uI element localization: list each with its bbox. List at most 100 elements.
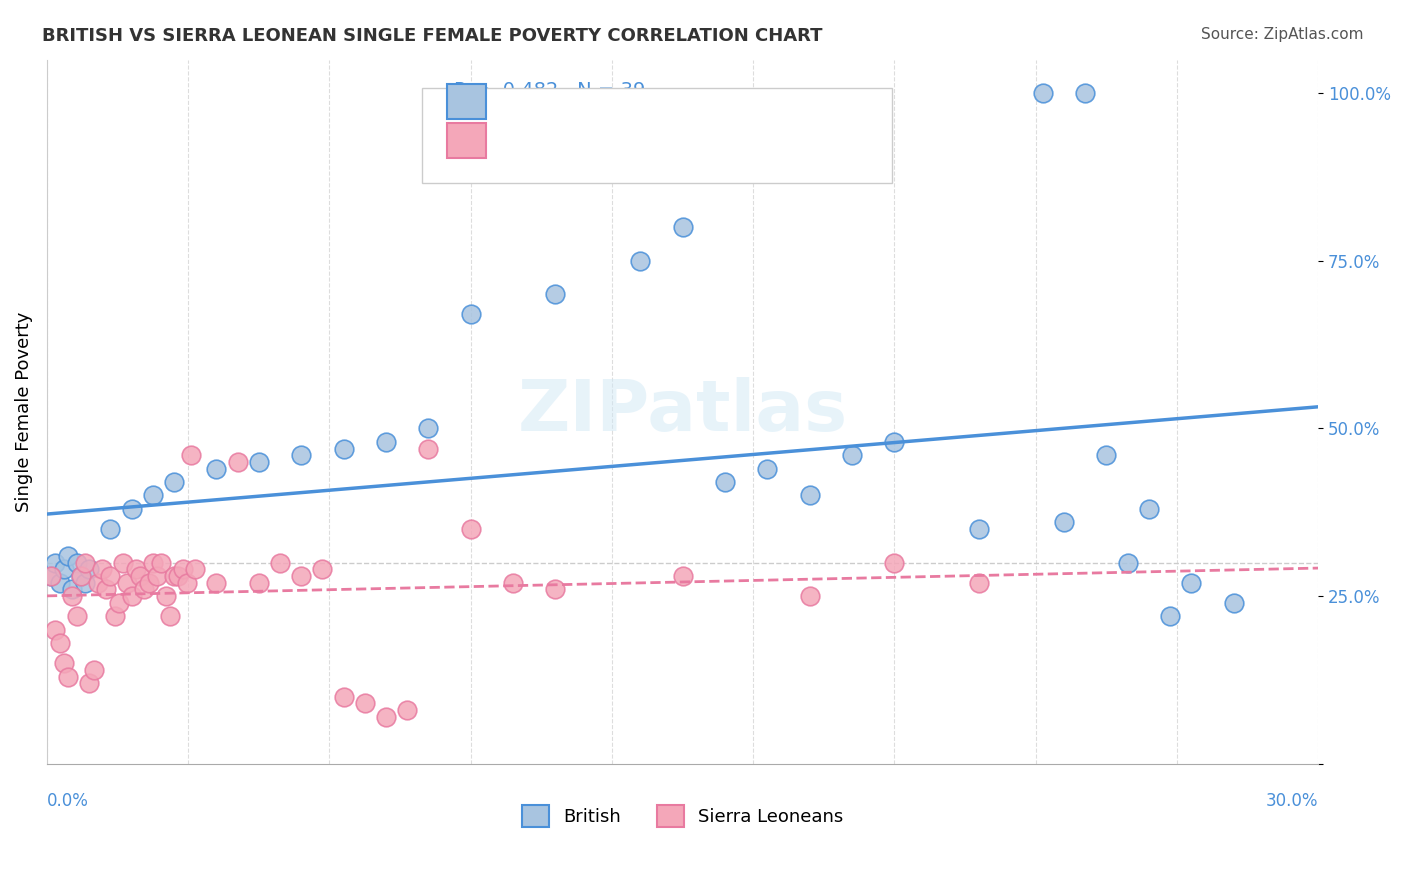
Point bbox=[841, 448, 863, 462]
Point bbox=[39, 569, 62, 583]
Point bbox=[247, 575, 270, 590]
Point bbox=[44, 556, 66, 570]
Point bbox=[87, 575, 110, 590]
Text: N =: N = bbox=[631, 103, 675, 122]
Bar bbox=[447, 123, 485, 158]
Point bbox=[180, 448, 202, 462]
Point bbox=[374, 710, 396, 724]
Point bbox=[91, 562, 114, 576]
Point bbox=[159, 609, 181, 624]
Point bbox=[142, 556, 165, 570]
Point bbox=[290, 569, 312, 583]
Point bbox=[44, 623, 66, 637]
Point bbox=[60, 582, 83, 597]
Point bbox=[52, 562, 75, 576]
Point bbox=[112, 556, 135, 570]
Point bbox=[134, 582, 156, 597]
Point bbox=[48, 575, 70, 590]
Point bbox=[146, 569, 169, 583]
Point bbox=[883, 556, 905, 570]
Point bbox=[104, 609, 127, 624]
Point bbox=[418, 442, 440, 456]
Point bbox=[396, 703, 419, 717]
Point bbox=[544, 582, 567, 597]
Point bbox=[121, 589, 143, 603]
Text: 0.127: 0.127 bbox=[555, 142, 617, 161]
Point bbox=[460, 307, 482, 321]
Point bbox=[100, 569, 122, 583]
Point bbox=[125, 562, 148, 576]
Point bbox=[65, 556, 87, 570]
Point bbox=[77, 562, 100, 576]
Point bbox=[142, 488, 165, 502]
Point bbox=[205, 461, 228, 475]
Point bbox=[1074, 86, 1097, 100]
Point bbox=[671, 569, 693, 583]
Point bbox=[671, 220, 693, 235]
Point bbox=[39, 569, 62, 583]
Point bbox=[184, 562, 207, 576]
Text: ZIPatlas: ZIPatlas bbox=[517, 377, 848, 446]
Point bbox=[73, 556, 96, 570]
Point bbox=[226, 455, 249, 469]
Point bbox=[1116, 556, 1139, 570]
Point bbox=[353, 697, 375, 711]
Text: Source: ZipAtlas.com: Source: ZipAtlas.com bbox=[1201, 27, 1364, 42]
Text: 53: 53 bbox=[689, 142, 716, 161]
Point bbox=[332, 690, 354, 704]
Point bbox=[108, 596, 131, 610]
Point bbox=[1032, 86, 1054, 100]
Point bbox=[544, 287, 567, 301]
Point bbox=[418, 421, 440, 435]
Point bbox=[205, 575, 228, 590]
Point bbox=[69, 569, 91, 583]
Point bbox=[121, 502, 143, 516]
Point bbox=[83, 663, 105, 677]
Point bbox=[172, 562, 194, 576]
Point bbox=[176, 575, 198, 590]
Point bbox=[77, 676, 100, 690]
Point bbox=[502, 575, 524, 590]
Text: R =: R = bbox=[498, 142, 541, 161]
Point bbox=[150, 556, 173, 570]
Point bbox=[69, 569, 91, 583]
Text: R =  0.127   N = 53: R = 0.127 N = 53 bbox=[454, 127, 645, 145]
Point bbox=[163, 569, 186, 583]
Point bbox=[799, 488, 821, 502]
Point bbox=[56, 549, 79, 563]
Text: N =: N = bbox=[631, 142, 675, 161]
Point bbox=[1095, 448, 1118, 462]
Point bbox=[799, 589, 821, 603]
Point bbox=[100, 522, 122, 536]
Bar bbox=[447, 84, 485, 120]
Point bbox=[56, 669, 79, 683]
Point bbox=[1053, 516, 1076, 530]
Text: 39: 39 bbox=[689, 103, 716, 122]
Point bbox=[311, 562, 333, 576]
Text: 0.0%: 0.0% bbox=[46, 792, 89, 810]
Point bbox=[155, 589, 177, 603]
Point bbox=[60, 589, 83, 603]
Point bbox=[714, 475, 737, 489]
Y-axis label: Single Female Poverty: Single Female Poverty bbox=[15, 311, 32, 512]
Point bbox=[138, 575, 160, 590]
Point bbox=[96, 582, 118, 597]
Point bbox=[73, 575, 96, 590]
Point bbox=[1222, 596, 1244, 610]
Point bbox=[1159, 609, 1181, 624]
Point bbox=[883, 434, 905, 449]
Text: R =  0.482   N = 39: R = 0.482 N = 39 bbox=[454, 80, 645, 100]
Text: 0.482: 0.482 bbox=[555, 103, 617, 122]
Text: R =: R = bbox=[498, 103, 541, 122]
Point bbox=[967, 575, 990, 590]
Point bbox=[117, 575, 139, 590]
Point bbox=[756, 461, 779, 475]
Point bbox=[1137, 502, 1160, 516]
Point bbox=[269, 556, 291, 570]
Point bbox=[460, 522, 482, 536]
Point bbox=[1180, 575, 1202, 590]
FancyBboxPatch shape bbox=[422, 87, 893, 183]
Legend: British, Sierra Leoneans: British, Sierra Leoneans bbox=[515, 797, 851, 834]
Text: 30.0%: 30.0% bbox=[1265, 792, 1319, 810]
Point bbox=[332, 442, 354, 456]
